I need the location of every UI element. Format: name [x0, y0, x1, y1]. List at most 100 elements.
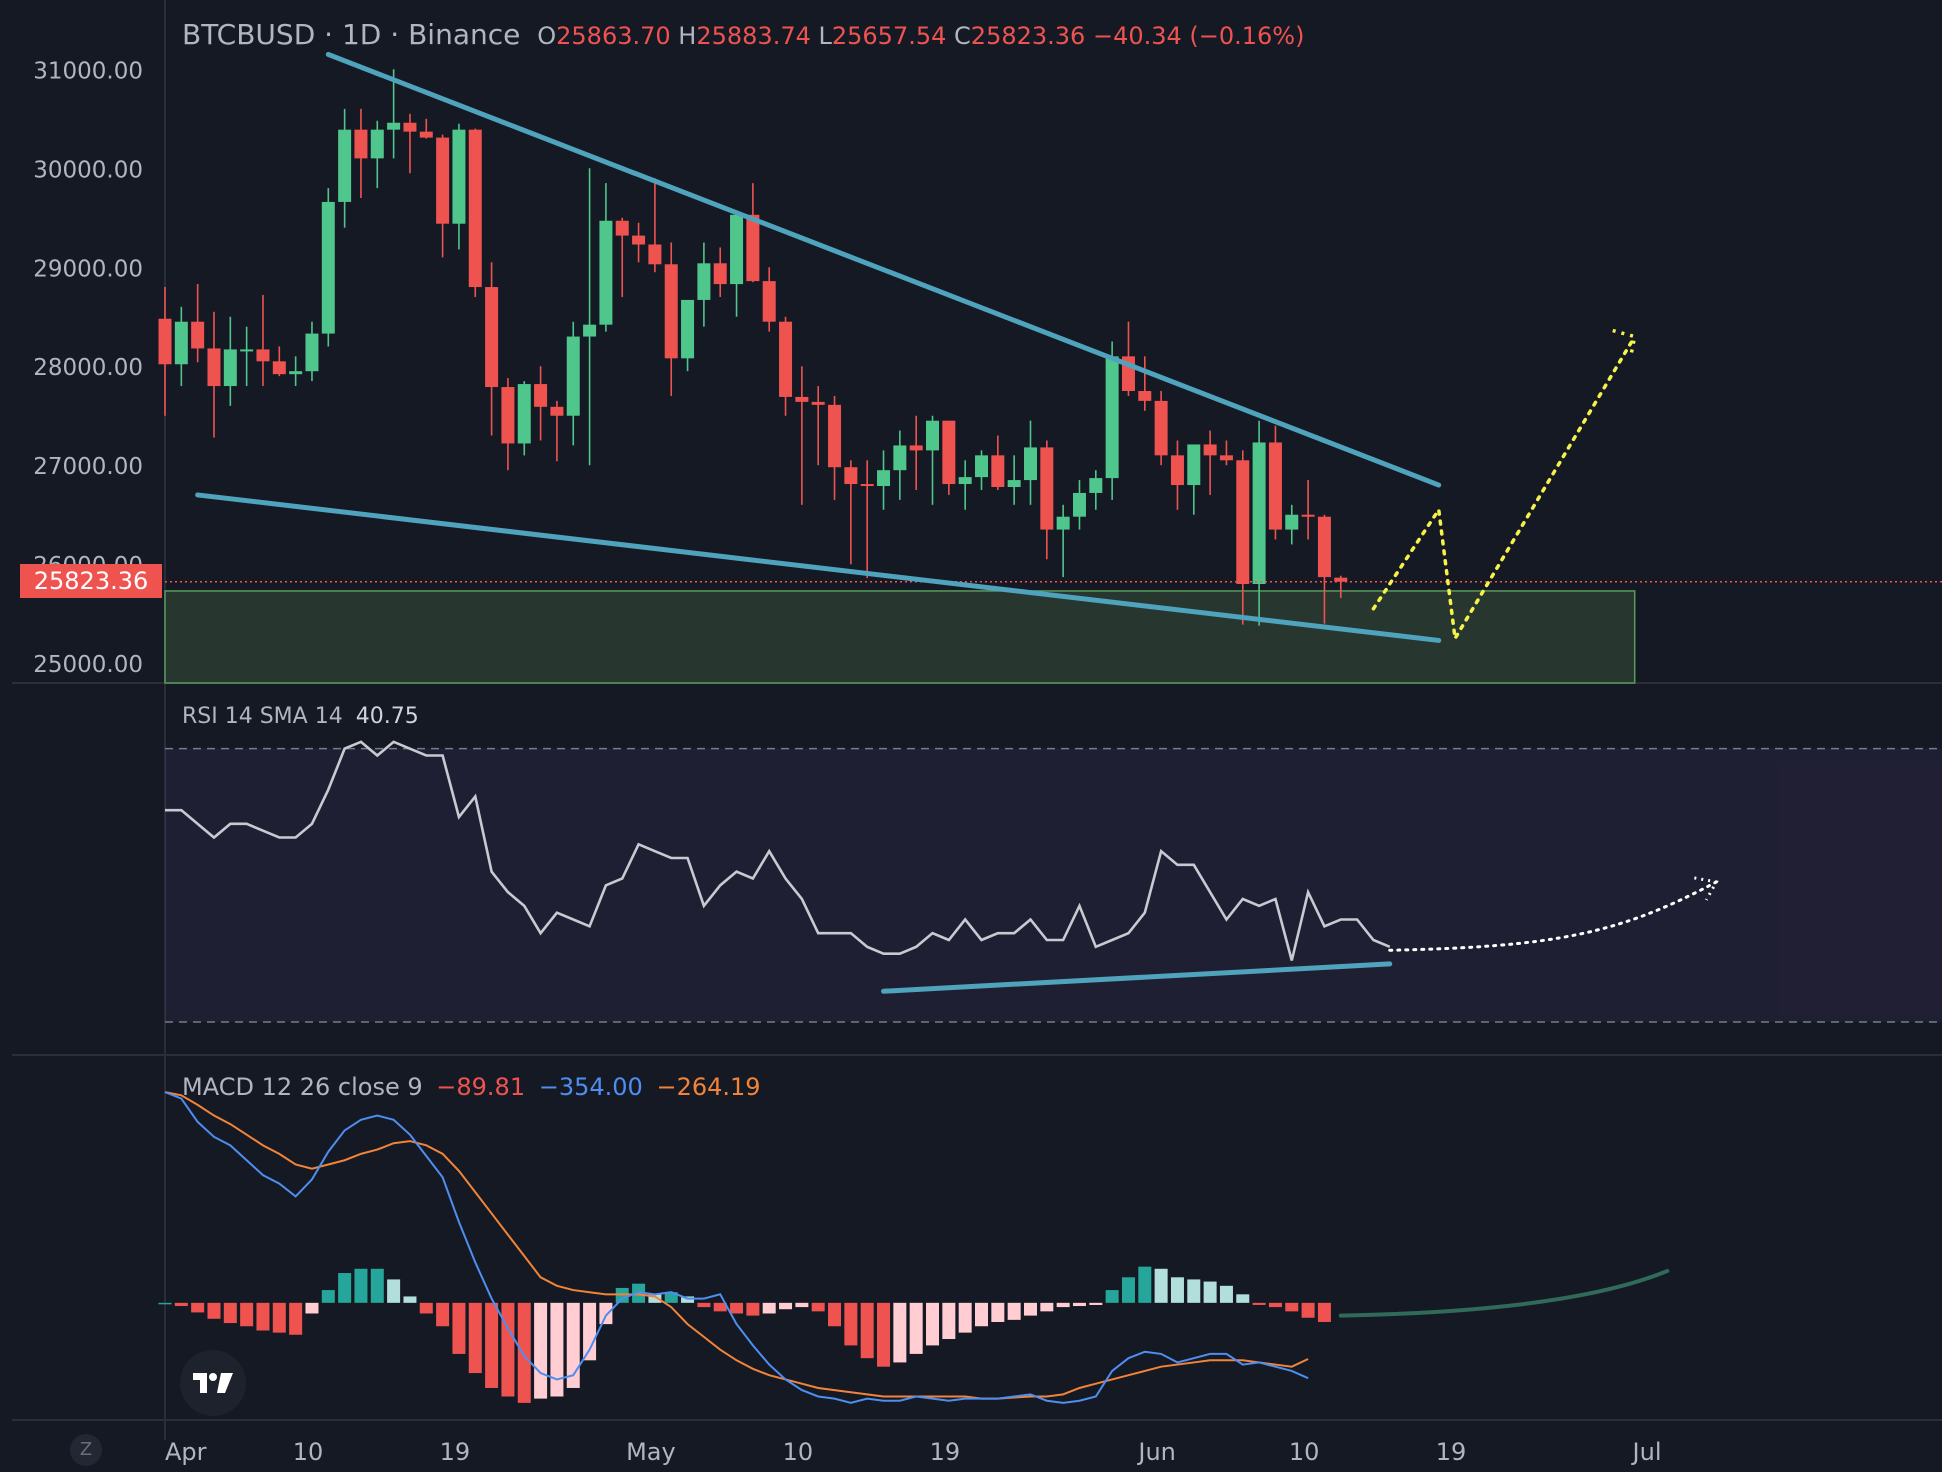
candle-body	[1187, 444, 1201, 486]
candle-body	[566, 336, 580, 416]
macd-title[interactable]: MACD 12 26 close 9	[182, 1073, 423, 1101]
time-tick-label: Jun	[1136, 1438, 1176, 1466]
candle-body	[485, 287, 499, 388]
change-value: −40.34 (−0.16%)	[1092, 22, 1305, 50]
macd-histogram-bar	[1203, 1281, 1217, 1303]
candle-body	[697, 263, 711, 300]
candle-body	[354, 129, 368, 159]
macd-histogram-bar	[648, 1294, 662, 1303]
time-tick-label: Apr	[165, 1438, 207, 1466]
price-tick-label: 31000.00	[33, 58, 143, 84]
interval[interactable]: 1D	[341, 18, 382, 51]
price-tick-label: 25000.00	[33, 652, 143, 678]
macd-histogram-bar	[664, 1292, 678, 1303]
low-value: 25657.54	[831, 22, 947, 50]
candle-body	[958, 477, 972, 485]
macd-histogram-bar	[305, 1302, 319, 1314]
rsi-band-background	[165, 748, 1942, 1022]
macd-histogram-bar	[1121, 1277, 1135, 1303]
candle-body	[468, 129, 482, 288]
rsi-title[interactable]: RSI 14 SMA 14	[182, 704, 343, 729]
candle-body	[321, 201, 335, 334]
macd-histogram-bar	[289, 1302, 303, 1335]
rsi-legend: RSI 14 SMA 14 40.75	[182, 704, 419, 729]
macd-signal-line	[164, 1091, 1309, 1400]
macd-histogram-bar	[452, 1302, 466, 1354]
exchange: Binance	[408, 18, 521, 51]
candle-body	[1056, 516, 1070, 530]
candle-body	[844, 467, 858, 485]
macd-histogram-bar	[338, 1273, 352, 1303]
candle-body	[436, 137, 450, 224]
macd-histogram-bar	[223, 1302, 237, 1324]
time-tick-label: 19	[930, 1438, 961, 1466]
macd-histogram-bar	[174, 1302, 188, 1307]
macd-histogram-bar	[975, 1302, 988, 1327]
symbol-name[interactable]: BTCBUSD	[182, 18, 316, 51]
macd-histogram-bar	[713, 1302, 727, 1312]
candle-body	[289, 371, 303, 375]
macd-histogram-bar	[1056, 1302, 1070, 1308]
time-tick-label: 19	[1436, 1438, 1467, 1466]
macd-histogram-bar	[844, 1302, 858, 1346]
macd-histogram-bar	[501, 1302, 515, 1397]
macd-histogram-bar	[550, 1302, 564, 1397]
rsi-projection-arrowhead	[1694, 876, 1719, 901]
macd-histogram-bar	[1105, 1290, 1119, 1303]
candle-body	[191, 321, 205, 349]
candle-body	[1170, 455, 1184, 486]
zoom-reset-button[interactable]: Z	[70, 1434, 102, 1466]
macd-histogram-bar	[926, 1302, 940, 1346]
macd-histogram-bar	[1317, 1302, 1331, 1322]
last-price-tag: 25823.36	[20, 564, 162, 598]
macd-histogram-bar	[762, 1302, 776, 1314]
macd-line-value: −354.00	[538, 1073, 643, 1101]
candle-body	[338, 129, 352, 202]
rsi-value: 40.75	[355, 704, 419, 729]
macd-histogram-bar	[991, 1302, 1005, 1322]
macd-histogram-bar	[468, 1302, 482, 1374]
price-tick-label: 27000.00	[33, 454, 143, 480]
candle-body	[272, 361, 286, 375]
candle-body	[501, 387, 515, 444]
macd-histogram-bar	[877, 1302, 891, 1367]
candle-body	[534, 384, 548, 407]
candle-body	[942, 420, 956, 485]
macd-histogram-bar	[485, 1302, 499, 1388]
macd-histogram-bar	[942, 1302, 956, 1340]
macd-hist-value: −89.81	[436, 1073, 526, 1101]
candle-body	[599, 220, 613, 325]
macd-histogram-bar	[240, 1302, 254, 1327]
macd-histogram-bar	[893, 1302, 907, 1363]
macd-histogram-bar	[191, 1302, 205, 1313]
macd-histogram-bar	[1089, 1302, 1103, 1305]
macd-histogram-bar	[1154, 1268, 1168, 1303]
time-tick-label: 19	[440, 1438, 471, 1466]
macd-histogram-bar	[370, 1268, 384, 1303]
candle-body	[305, 333, 319, 372]
candle-body	[664, 264, 678, 359]
rsi-line	[165, 740, 1391, 961]
price-tick-label: 28000.00	[33, 355, 143, 381]
candle-body	[648, 244, 662, 265]
time-tick-label: 10	[783, 1438, 814, 1466]
high-value: 25883.74	[696, 22, 811, 50]
candle-body	[1072, 492, 1086, 517]
macd-histogram-bar	[1268, 1302, 1282, 1308]
macd-histogram-bar	[909, 1302, 923, 1354]
ohlc-values: O25863.70 H25883.74 L25657.54 C25823.36 …	[537, 22, 1305, 50]
candle-body	[1203, 444, 1217, 456]
macd-histogram-bar	[207, 1302, 221, 1319]
tradingview-logo[interactable]	[180, 1350, 246, 1416]
macd-histogram-bar	[1023, 1302, 1037, 1316]
macd-histogram-bar	[697, 1302, 711, 1308]
candle-body	[632, 235, 646, 245]
candle-body	[419, 131, 433, 138]
macd-histogram-bar	[158, 1302, 172, 1305]
candle-body	[1317, 516, 1331, 578]
candle-body	[860, 484, 874, 487]
candle-body	[583, 324, 597, 337]
candle-body	[1268, 442, 1282, 530]
